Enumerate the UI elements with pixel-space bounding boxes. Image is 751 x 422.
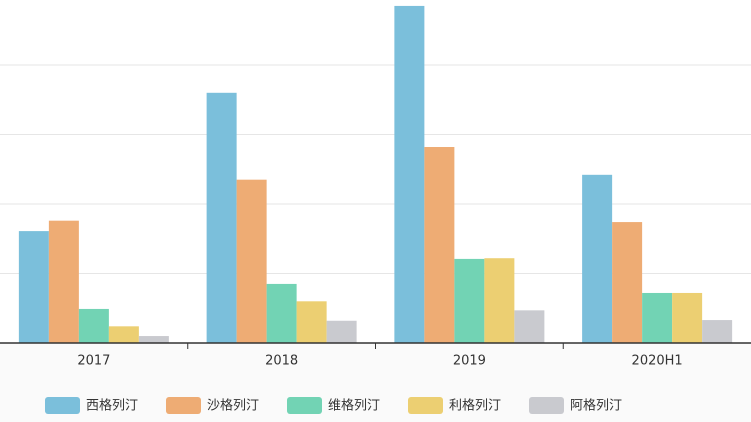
- legend-label: 阿格列汀: [570, 398, 622, 414]
- bar: [424, 147, 455, 343]
- bar: [296, 301, 327, 343]
- bar: [48, 220, 79, 343]
- bar: [702, 320, 733, 343]
- bar: [138, 336, 169, 343]
- bar: [582, 174, 613, 343]
- bar: [612, 222, 643, 343]
- bar: [206, 92, 237, 343]
- legend-swatch: [45, 397, 80, 414]
- bar: [266, 283, 297, 343]
- bar: [642, 292, 673, 343]
- x-tick-label: 2018: [265, 354, 298, 369]
- x-tick-label: 2020H1: [632, 354, 683, 369]
- bar: [394, 5, 425, 344]
- bar: [484, 258, 515, 343]
- legend-swatch: [166, 397, 201, 414]
- bar: [108, 326, 139, 343]
- x-tick-label: 2017: [77, 354, 110, 369]
- bar: [514, 310, 545, 343]
- legend-label: 沙格列汀: [207, 398, 259, 414]
- bar: [454, 258, 485, 343]
- legend-swatch: [408, 397, 443, 414]
- bar: [326, 320, 357, 343]
- x-tick-label: 2019: [453, 354, 486, 369]
- bar: [236, 179, 267, 343]
- bar: [78, 308, 109, 343]
- legend-swatch: [287, 397, 322, 414]
- bar: [672, 292, 703, 343]
- legend-swatch: [529, 397, 564, 414]
- footer-background: [0, 343, 751, 422]
- legend-label: 利格列汀: [449, 398, 501, 414]
- legend-label: 西格列汀: [86, 398, 138, 414]
- legend-label: 维格列汀: [328, 398, 380, 414]
- bar: [18, 231, 49, 343]
